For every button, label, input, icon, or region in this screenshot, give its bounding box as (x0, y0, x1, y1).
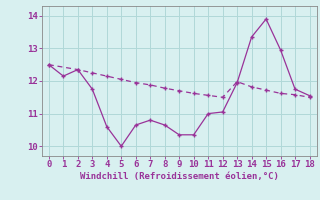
X-axis label: Windchill (Refroidissement éolien,°C): Windchill (Refroidissement éolien,°C) (80, 172, 279, 181)
